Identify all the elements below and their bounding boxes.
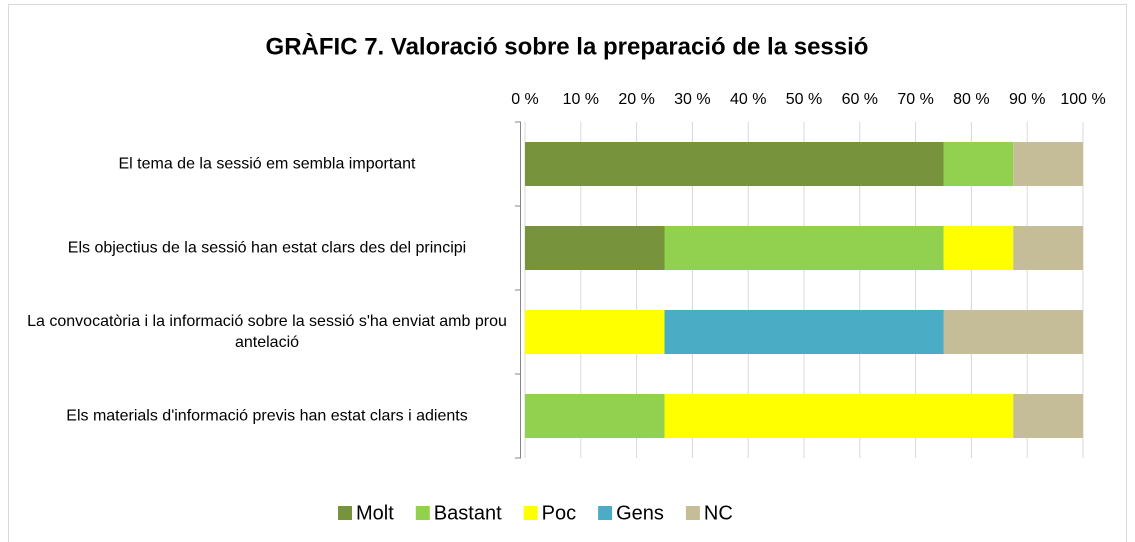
- x-tick-label: 80 %: [953, 91, 989, 108]
- bar-segment: [1013, 142, 1083, 186]
- x-tick-label: 40 %: [730, 91, 766, 108]
- bar-segment: [525, 142, 944, 186]
- bar-segment: [1013, 394, 1083, 438]
- bar-segment: [664, 226, 944, 270]
- bar-segment: [943, 310, 1083, 354]
- x-tick-label: 20 %: [618, 91, 654, 108]
- bar-segment: [664, 310, 944, 354]
- category-label: La convocatòria i la informació sobre la…: [27, 313, 507, 351]
- x-tick-label: 70 %: [897, 91, 933, 108]
- legend-label: Gens: [616, 502, 664, 524]
- legend-label: Bastant: [434, 502, 502, 524]
- bar-segment: [525, 226, 665, 270]
- bar-segment: [943, 226, 1014, 270]
- legend-swatch: [523, 506, 538, 520]
- legend-swatch: [598, 506, 613, 520]
- x-tick-label: 100 %: [1060, 91, 1105, 108]
- legend-swatch: [338, 506, 352, 520]
- bar-segment: [525, 310, 665, 354]
- legend-label: NC: [704, 502, 733, 524]
- bar-segment: [943, 142, 1014, 186]
- chart-frame: [8, 4, 1127, 542]
- category-label: El tema de la sessió em sembla important: [118, 155, 416, 173]
- legend-label: Poc: [542, 502, 576, 524]
- legend-swatch: [685, 506, 700, 520]
- category-label: Els materials d'informació previs han es…: [66, 407, 468, 425]
- x-tick-label: 60 %: [842, 91, 878, 108]
- x-tick-label: 30 %: [674, 91, 710, 108]
- legend-swatch: [415, 506, 430, 520]
- bar-segment: [664, 394, 1014, 438]
- chart-title: GRÀFIC 7. Valoració sobre la preparació …: [266, 32, 869, 60]
- bar-segment: [525, 394, 665, 438]
- x-tick-label: 50 %: [786, 91, 822, 108]
- x-tick-label: 90 %: [1009, 91, 1045, 108]
- legend-label: Molt: [356, 502, 394, 524]
- x-tick-label: 10 %: [563, 91, 599, 108]
- category-label: Els objectius de la sessió han estat cla…: [67, 239, 467, 257]
- bar-segment: [1013, 226, 1083, 270]
- x-tick-label: 0 %: [511, 91, 539, 108]
